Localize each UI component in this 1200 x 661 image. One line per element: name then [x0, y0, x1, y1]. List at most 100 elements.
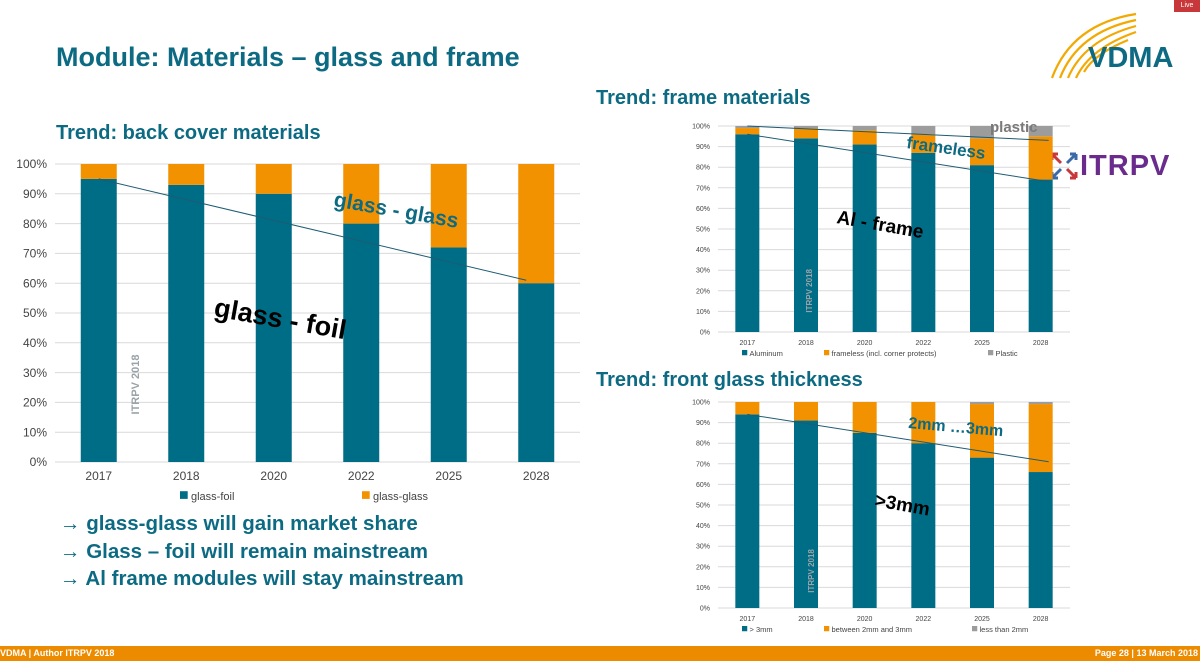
trend-line [747, 413, 1049, 463]
trend-line [747, 133, 1049, 183]
trend-line [98, 178, 527, 281]
x-tick-label: 2017 [740, 616, 756, 623]
y-tick-label: 100% [692, 399, 710, 406]
x-tick-label: 2018 [173, 469, 200, 483]
y-tick-label: 70% [696, 461, 710, 468]
x-tick-label: 2028 [1033, 340, 1049, 347]
x-tick-label: 2022 [916, 616, 932, 623]
y-tick-label: 50% [696, 226, 710, 233]
bar-aluminum [970, 165, 994, 332]
bar--3mm [911, 443, 936, 608]
y-tick-label: 80% [23, 217, 47, 231]
y-tick-label: 100% [692, 123, 710, 130]
y-tick-label: 30% [696, 268, 710, 275]
itrpv-logo-text: ITRPV [1080, 150, 1171, 182]
section-title-front-glass: Trend: front glass thickness [596, 369, 863, 391]
bar-glass-glass [518, 164, 555, 284]
corner-badge: Live [1174, 0, 1200, 12]
bar-glass-foil [343, 223, 380, 462]
bar-glass-glass [80, 164, 117, 179]
bar-between-2mm-and-3mm [970, 404, 994, 458]
bar-glass-foil [430, 247, 467, 462]
y-tick-label: 90% [696, 144, 710, 151]
legend-label: Plastic [996, 349, 1018, 358]
bar-glass-glass [168, 164, 205, 185]
x-tick-label: 2017 [85, 469, 112, 483]
y-tick-label: 80% [696, 441, 710, 448]
bar-glass-glass [430, 164, 467, 248]
x-tick-label: 2020 [260, 469, 287, 483]
bar-glass-foil [255, 193, 292, 463]
bullet-item: → glass-glass will gain market share [60, 512, 418, 535]
bar-glass-glass [343, 164, 380, 224]
bar-between-2mm-and-3mm [852, 402, 877, 433]
x-tick-label: 2022 [916, 340, 932, 347]
y-tick-label: 50% [696, 502, 710, 509]
front-glass-chart: 0% 10% 20% 30% 40% 50% 60% 70% 80% 90% 100% 2017 201… [692, 399, 1070, 634]
bar-frameless-incl-corner-protects- [1028, 136, 1053, 180]
bar-aluminum [735, 134, 760, 332]
y-tick-label: 30% [23, 366, 47, 380]
bar-between-2mm-and-3mm [735, 402, 760, 415]
page-title: Module: Materials – glass and frame [56, 42, 520, 72]
bar--3mm [970, 457, 994, 608]
y-tick-label: 100% [16, 157, 47, 171]
bar-plastic [970, 126, 994, 139]
bar-aluminum [911, 152, 936, 332]
x-tick-label: 2025 [974, 616, 990, 623]
y-tick-label: 20% [23, 396, 47, 410]
legend-swatch [824, 350, 830, 356]
bar-between-2mm-and-3mm [794, 402, 818, 421]
bar-frameless-incl-corner-protects- [735, 128, 760, 135]
legend-swatch [362, 491, 370, 499]
bar-between-2mm-and-3mm [1028, 404, 1053, 473]
bar--3mm [852, 432, 877, 608]
x-tick-label: 2025 [974, 340, 990, 347]
y-tick-label: 50% [23, 306, 47, 320]
x-tick-label: 2025 [435, 469, 462, 483]
bar-glass-glass [255, 164, 292, 194]
x-tick-label: 2017 [740, 340, 756, 347]
x-tick-label: 2028 [523, 469, 550, 483]
footer-page: Page 28 | 13 March 2018 [1094, 648, 1198, 658]
y-tick-label: 40% [696, 523, 710, 530]
bar-less-than-2mm [1028, 402, 1053, 405]
back-cover-chart: 0% 10% 20% 30% 40% 50% 60% 70% 80% 90% 100% 2017 201… [16, 157, 580, 503]
y-tick-label: 60% [696, 482, 710, 489]
bar-plastic [735, 126, 760, 129]
bar-plastic [1028, 126, 1053, 137]
vdma-logo: VDMA [1032, 10, 1192, 80]
bar--3mm [1028, 472, 1053, 608]
footer-author: VDMA | Author ITRPV 2018 [0, 648, 115, 658]
y-tick-label: 40% [696, 247, 710, 254]
legend-swatch [742, 350, 748, 356]
x-tick-label: 2018 [798, 616, 814, 623]
y-tick-label: 40% [23, 336, 47, 350]
y-tick-label: 70% [23, 247, 47, 261]
bar-frameless-incl-corner-protects- [911, 134, 936, 153]
y-tick-label: 60% [23, 276, 47, 290]
x-tick-label: 2022 [348, 469, 375, 483]
y-tick-label: 20% [696, 288, 710, 295]
bar-frameless-incl-corner-protects- [794, 128, 818, 139]
bar-glass-foil [518, 283, 555, 462]
bar-less-than-2mm [970, 402, 994, 405]
x-tick-label: 2028 [1033, 616, 1049, 623]
bar-aluminum [1028, 179, 1053, 332]
section-title-back-cover: Trend: back cover materials [56, 122, 321, 144]
legend-label: frameless (incl. corner protects) [832, 349, 938, 358]
bar-plastic [852, 126, 877, 131]
bar-between-2mm-and-3mm [911, 402, 936, 444]
vdma-swoosh-icon [1050, 12, 1137, 79]
legend-label: glass-glass [373, 491, 429, 503]
bar--3mm [735, 414, 760, 608]
legend-label: Aluminum [750, 349, 783, 358]
legend-swatch [824, 626, 830, 632]
y-tick-label: 90% [696, 420, 710, 427]
legend-label: > 3mm [750, 625, 773, 634]
y-tick-label: 0% [700, 329, 710, 336]
y-tick-label: 70% [696, 185, 710, 192]
y-tick-label: 80% [696, 165, 710, 172]
frame-materials-chart: 0% 10% 20% 30% 40% 50% 60% 70% 80% 90% 100% 2017 201… [692, 119, 1070, 358]
trend-line-secondary [747, 125, 1049, 141]
